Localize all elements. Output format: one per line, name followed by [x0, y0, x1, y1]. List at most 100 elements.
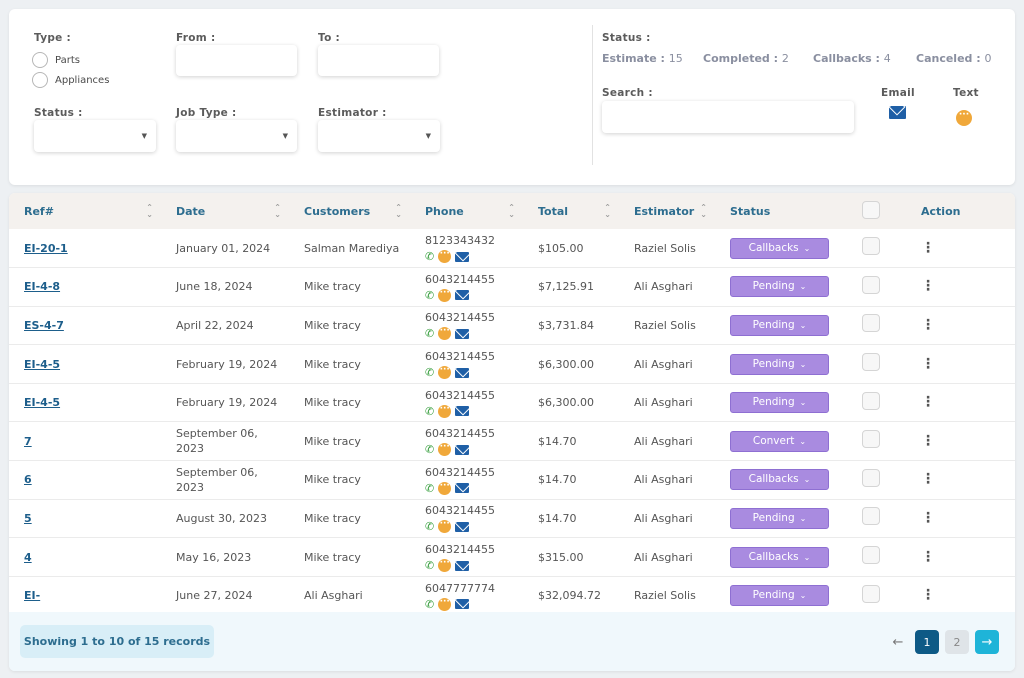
col-header-ref[interactable]: Ref# ⌃ ⌄: [9, 193, 161, 229]
ref-link[interactable]: EI-20-1: [24, 241, 68, 255]
row-checkbox[interactable]: [862, 275, 880, 294]
text-button[interactable]: ···: [956, 102, 972, 126]
message-icon[interactable]: ···: [438, 404, 452, 418]
status-dropdown[interactable]: Pending ⌄: [730, 392, 829, 414]
row-checkbox[interactable]: [862, 507, 880, 526]
kebab-menu-icon[interactable]: ⋮: [921, 587, 935, 604]
email-icon[interactable]: [455, 251, 470, 262]
email-icon[interactable]: [455, 444, 470, 455]
col-header-phone[interactable]: Phone ⌃ ⌄: [410, 193, 523, 229]
type-radio-appliances[interactable]: Appliances: [32, 72, 109, 88]
kebab-menu-icon[interactable]: ⋮: [921, 316, 935, 333]
email-icon[interactable]: [455, 560, 470, 571]
to-date-input[interactable]: [318, 45, 439, 76]
phone-icon[interactable]: ✆: [425, 288, 435, 302]
email-button[interactable]: [889, 104, 906, 123]
phone-icon[interactable]: ✆: [425, 520, 435, 534]
col-header-date[interactable]: Date ⌃ ⌄: [161, 193, 289, 229]
email-icon[interactable]: [455, 406, 470, 417]
email-icon[interactable]: [455, 328, 470, 339]
status-dropdown[interactable]: Pending ⌄: [730, 507, 829, 529]
row-checkbox[interactable]: [862, 237, 880, 256]
message-icon[interactable]: ···: [438, 288, 452, 302]
message-icon[interactable]: ···: [438, 597, 452, 611]
sort-icon[interactable]: ⌃ ⌄: [508, 203, 515, 219]
phone-icon[interactable]: ✆: [425, 366, 435, 380]
ref-link[interactable]: 4: [24, 550, 32, 564]
email-icon[interactable]: [455, 290, 470, 301]
message-icon[interactable]: ···: [438, 443, 452, 457]
ref-link[interactable]: 7: [24, 434, 32, 448]
status-dropdown[interactable]: Pending ⌄: [730, 314, 829, 336]
message-icon[interactable]: ···: [438, 559, 452, 573]
status-dropdown[interactable]: Convert ⌄: [730, 430, 829, 452]
estimator-select[interactable]: ▼: [318, 120, 440, 152]
email-icon[interactable]: [455, 483, 470, 494]
phone-icon[interactable]: ✆: [425, 250, 435, 264]
sort-icon[interactable]: ⌃ ⌄: [604, 203, 611, 219]
email-icon[interactable]: [455, 521, 470, 532]
status-dropdown[interactable]: Pending ⌄: [730, 276, 829, 298]
row-checkbox[interactable]: [862, 546, 880, 565]
col-header-estimator[interactable]: Estimator ⌃ ⌄: [619, 193, 715, 229]
kebab-menu-icon[interactable]: ⋮: [921, 278, 935, 295]
page-1-button[interactable]: 1: [915, 630, 939, 654]
job-type-select[interactable]: ▼: [176, 120, 297, 152]
ref-link[interactable]: EI-4-5: [24, 357, 61, 371]
phone-icon[interactable]: ✆: [425, 597, 435, 611]
ref-link[interactable]: EI-: [24, 589, 41, 603]
message-icon[interactable]: ···: [438, 327, 452, 341]
status-dropdown[interactable]: Callbacks ⌄: [730, 237, 829, 259]
kebab-menu-icon[interactable]: ⋮: [921, 548, 935, 565]
next-page-button[interactable]: →: [975, 630, 999, 654]
message-icon[interactable]: ···: [438, 250, 452, 264]
status-dropdown[interactable]: Callbacks ⌄: [730, 546, 829, 568]
message-icon[interactable]: ···: [438, 366, 452, 380]
phone-icon[interactable]: ✆: [425, 404, 435, 418]
status-dropdown[interactable]: Pending ⌄: [730, 585, 829, 607]
search-input[interactable]: [602, 101, 854, 133]
row-checkbox[interactable]: [862, 353, 880, 372]
ref-link[interactable]: EI-4-8: [24, 280, 61, 294]
row-checkbox[interactable]: [862, 584, 880, 603]
from-date-input[interactable]: [176, 45, 297, 76]
message-icon[interactable]: ···: [438, 481, 452, 495]
status-dropdown[interactable]: Callbacks ⌄: [730, 469, 829, 491]
ref-link[interactable]: ES-4-7: [24, 318, 64, 332]
select-all-checkbox[interactable]: [862, 200, 880, 219]
row-checkbox[interactable]: [862, 468, 880, 487]
phone-icon[interactable]: ✆: [425, 327, 435, 341]
radio-circle[interactable]: [32, 52, 48, 68]
kebab-menu-icon[interactable]: ⋮: [921, 239, 935, 256]
phone-icon[interactable]: ✆: [425, 481, 435, 495]
phone-icon[interactable]: ✆: [425, 559, 435, 573]
sort-icon[interactable]: ⌃ ⌄: [700, 203, 707, 219]
kebab-menu-icon[interactable]: ⋮: [921, 471, 935, 488]
ref-link[interactable]: 5: [24, 511, 32, 525]
email-icon[interactable]: [455, 367, 470, 378]
status-select[interactable]: ▼: [34, 120, 156, 152]
col-header-total[interactable]: Total ⌃ ⌄: [523, 193, 619, 229]
col-header-customers[interactable]: Customers ⌃ ⌄: [289, 193, 410, 229]
status-dropdown[interactable]: Pending ⌄: [730, 353, 829, 375]
ref-link[interactable]: 6: [24, 473, 32, 487]
kebab-menu-icon[interactable]: ⋮: [921, 355, 935, 372]
kebab-menu-icon[interactable]: ⋮: [921, 394, 935, 411]
row-checkbox[interactable]: [862, 430, 880, 449]
kebab-menu-icon[interactable]: ⋮: [921, 509, 935, 526]
prev-page-button[interactable]: ←: [892, 634, 904, 650]
sort-icon[interactable]: ⌃ ⌄: [274, 203, 281, 219]
phone-icon[interactable]: ✆: [425, 443, 435, 457]
type-radio-parts[interactable]: Parts: [32, 52, 80, 68]
sort-icon[interactable]: ⌃ ⌄: [146, 203, 153, 219]
kebab-menu-icon[interactable]: ⋮: [921, 432, 935, 449]
row-checkbox[interactable]: [862, 314, 880, 333]
chevron-down-icon: ⌄: [799, 320, 807, 330]
page-2-button[interactable]: 2: [945, 630, 969, 654]
ref-link[interactable]: EI-4-5: [24, 396, 61, 410]
radio-circle[interactable]: [32, 72, 48, 88]
email-icon[interactable]: [455, 599, 470, 610]
row-checkbox[interactable]: [862, 391, 880, 410]
message-icon[interactable]: ···: [438, 520, 452, 534]
sort-icon[interactable]: ⌃ ⌄: [395, 203, 402, 219]
